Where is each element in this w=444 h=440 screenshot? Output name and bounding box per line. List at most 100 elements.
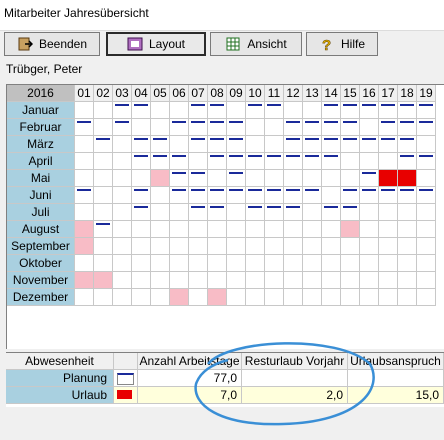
day-cell — [170, 289, 189, 306]
day-cell — [208, 204, 227, 221]
day-header: 18 — [398, 85, 417, 102]
day-cell — [113, 289, 132, 306]
day-cell — [246, 204, 265, 221]
day-header: 11 — [265, 85, 284, 102]
day-cell — [246, 153, 265, 170]
planned-marker — [229, 172, 243, 174]
day-cell — [132, 221, 151, 238]
day-cell — [303, 187, 322, 204]
planned-marker — [134, 206, 148, 208]
day-cell — [398, 238, 417, 255]
day-cell — [417, 187, 436, 204]
planned-marker — [153, 155, 167, 157]
day-cell — [75, 136, 94, 153]
day-cell — [303, 119, 322, 136]
day-cell — [189, 272, 208, 289]
day-cell — [265, 170, 284, 187]
planned-marker — [77, 121, 91, 123]
day-cell — [113, 136, 132, 153]
day-cell — [246, 255, 265, 272]
day-cell — [208, 272, 227, 289]
planned-marker — [248, 104, 262, 106]
day-cell — [132, 204, 151, 221]
day-cell — [284, 136, 303, 153]
day-cell — [379, 153, 398, 170]
col-resturlaub: Resturlaub Vorjahr — [242, 353, 348, 370]
day-cell — [75, 221, 94, 238]
planned-marker — [267, 155, 281, 157]
day-cell — [170, 221, 189, 238]
planned-marker — [267, 189, 281, 191]
day-cell — [398, 204, 417, 221]
day-cell — [417, 153, 436, 170]
day-cell — [398, 136, 417, 153]
window-title: Mitarbeiter Jahresübersicht — [4, 6, 149, 20]
day-cell — [94, 153, 113, 170]
day-cell — [132, 187, 151, 204]
day-cell — [398, 102, 417, 119]
planned-marker — [210, 206, 224, 208]
day-cell — [379, 102, 398, 119]
day-cell — [94, 187, 113, 204]
day-header: 07 — [189, 85, 208, 102]
planned-marker — [400, 189, 414, 191]
day-cell — [170, 238, 189, 255]
day-cell — [265, 136, 284, 153]
planned-marker — [248, 155, 262, 157]
day-cell — [94, 136, 113, 153]
day-header: 01 — [75, 85, 94, 102]
day-cell — [132, 170, 151, 187]
day-cell — [360, 153, 379, 170]
planned-marker — [191, 172, 205, 174]
planned-marker — [305, 189, 319, 191]
planned-marker — [286, 121, 300, 123]
day-cell — [170, 187, 189, 204]
day-cell — [379, 204, 398, 221]
day-cell — [132, 119, 151, 136]
day-cell — [208, 170, 227, 187]
title-bar: Mitarbeiter Jahresübersicht — [0, 0, 444, 30]
layout-button[interactable]: Layout — [106, 32, 206, 56]
day-cell — [151, 272, 170, 289]
ansicht-button[interactable]: Ansicht — [210, 32, 302, 56]
planned-marker — [96, 138, 110, 140]
day-cell — [360, 170, 379, 187]
planned-marker — [172, 121, 186, 123]
day-cell — [398, 221, 417, 238]
planned-marker — [400, 138, 414, 140]
day-cell — [189, 187, 208, 204]
planned-marker — [324, 138, 338, 140]
day-cell — [265, 272, 284, 289]
month-label-10: Oktober — [7, 255, 75, 272]
day-cell — [303, 153, 322, 170]
day-cell — [75, 204, 94, 221]
day-cell — [189, 136, 208, 153]
day-cell — [360, 136, 379, 153]
beenden-button[interactable]: Beenden — [4, 32, 100, 56]
day-cell — [341, 102, 360, 119]
day-cell — [151, 136, 170, 153]
day-cell — [341, 272, 360, 289]
day-cell — [398, 187, 417, 204]
planned-marker — [305, 138, 319, 140]
day-cell — [322, 272, 341, 289]
day-cell — [398, 153, 417, 170]
day-cell — [94, 238, 113, 255]
day-cell — [303, 272, 322, 289]
hilfe-button[interactable]: ? Hilfe — [306, 32, 378, 56]
day-cell — [284, 119, 303, 136]
day-cell — [227, 170, 246, 187]
day-cell — [284, 272, 303, 289]
day-cell — [322, 187, 341, 204]
planned-marker — [229, 155, 243, 157]
layout-label: Layout — [148, 37, 186, 51]
day-cell — [94, 289, 113, 306]
planned-marker — [381, 104, 395, 106]
day-cell — [170, 153, 189, 170]
day-cell — [379, 289, 398, 306]
planned-marker — [191, 104, 205, 106]
day-header: 08 — [208, 85, 227, 102]
day-cell — [284, 102, 303, 119]
planned-marker — [362, 104, 376, 106]
day-cell — [265, 289, 284, 306]
